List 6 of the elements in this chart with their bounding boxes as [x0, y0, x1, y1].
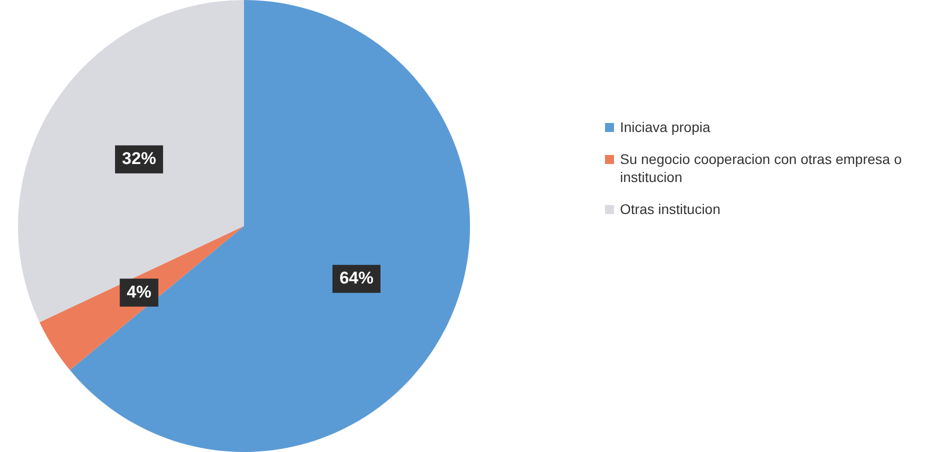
legend-label: Su negocio cooperacion con otras empresa o institucion	[620, 150, 903, 186]
data-label: 64%	[339, 268, 374, 288]
data-label: 4%	[126, 282, 152, 302]
legend-label: Otras institucion	[620, 200, 720, 218]
data-label: 32%	[122, 149, 156, 168]
legend-label: Iniciava propia	[620, 118, 710, 136]
